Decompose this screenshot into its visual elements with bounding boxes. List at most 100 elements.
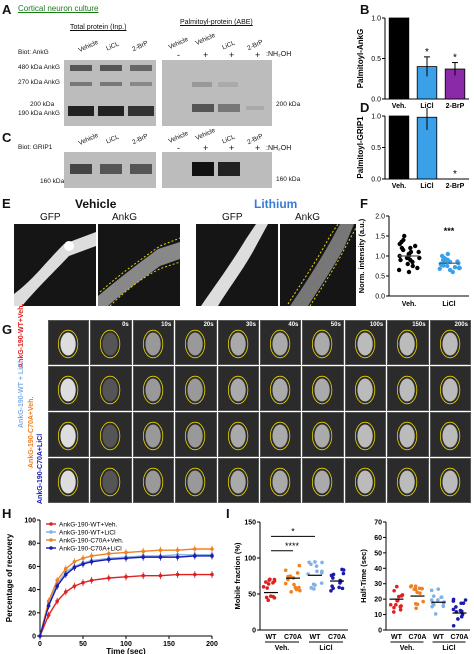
lane-label: Vehicle — [77, 38, 100, 55]
y-tick-label: 100 — [24, 518, 36, 525]
y-tick-label: 60 — [374, 535, 382, 542]
category-label: Veh. — [392, 103, 406, 110]
data-point — [408, 245, 413, 251]
data-point — [409, 584, 414, 588]
frap-frame: 150s — [387, 320, 429, 365]
data-point — [412, 243, 418, 249]
frap-image-grid: 0s 10s 20s 30s 40s 50s 100s 150s 200s — [48, 320, 472, 504]
data-point — [193, 554, 197, 558]
frap-frame — [48, 458, 90, 503]
legend-label: AnkG-190-WT+LiCl — [59, 530, 116, 537]
data-point — [311, 582, 316, 587]
timestamp-label: 200s — [454, 322, 468, 328]
data-point — [406, 251, 411, 257]
data-point — [175, 572, 180, 577]
frap-frame — [217, 458, 259, 503]
data-point — [124, 556, 128, 561]
data-point — [399, 594, 404, 598]
data-point — [107, 576, 111, 580]
sign: + — [255, 143, 261, 153]
frap-frame — [344, 412, 387, 457]
data-point — [175, 555, 180, 559]
data-point — [410, 263, 415, 269]
data-point — [388, 602, 393, 607]
data-point — [392, 605, 396, 610]
y-tick-label: 100 — [244, 556, 256, 563]
category-label: WT — [266, 634, 278, 641]
nh2oh-label: :NH₂OH — [266, 51, 292, 58]
data-point — [451, 607, 456, 612]
data-point — [297, 563, 302, 568]
series-line — [39, 573, 212, 637]
data-point — [443, 257, 448, 262]
data-point — [447, 267, 453, 273]
y-tick-label: 80 — [28, 541, 36, 548]
vehicle-title: Vehicle — [75, 197, 117, 211]
mw-right-label: 200 kDa — [276, 101, 301, 108]
category-label: LiCl — [420, 183, 433, 190]
data-point — [396, 267, 402, 273]
y-tick-label: 1.0 — [371, 16, 381, 23]
category-label: 2-BrP — [446, 103, 465, 110]
frap-frame — [217, 412, 259, 457]
panel-g-letter: G — [2, 322, 13, 337]
frap-frame: 40s — [260, 320, 302, 365]
data-point — [452, 265, 458, 270]
nh2oh-label: :NH₂OH — [266, 145, 292, 152]
data-point — [55, 578, 59, 583]
lane-label: LiCL — [105, 40, 121, 53]
panel-i-letter: I — [226, 506, 230, 521]
ankg-label: AnkG — [112, 212, 138, 223]
blot-total-ankg — [64, 60, 156, 126]
blot-palmitoyl-ankg — [162, 60, 272, 126]
data-point — [141, 555, 145, 559]
data-point — [463, 598, 468, 602]
group-label: LiCl — [319, 645, 332, 652]
frap-frame — [217, 366, 259, 411]
data-point — [417, 255, 422, 261]
y-tick-label: 0.5 — [371, 145, 381, 152]
data-point — [315, 569, 319, 574]
data-point — [430, 604, 434, 609]
category-label: C70A — [328, 634, 346, 641]
data-point — [329, 588, 333, 593]
category-label: LiCl — [420, 103, 433, 110]
data-point — [402, 233, 407, 239]
data-point — [268, 577, 272, 582]
data-point — [283, 581, 288, 586]
row-label-wt-veh: AnkG-190-WT+Veh. — [18, 303, 25, 368]
y-tick-label: 40 — [28, 587, 36, 594]
panel-d-letter: D — [360, 100, 370, 115]
frap-frame — [344, 366, 387, 411]
data-point — [331, 586, 335, 591]
data-point — [293, 585, 298, 590]
data-point — [124, 575, 128, 579]
data-point — [46, 613, 51, 617]
legend-label: AnkG-190-WT+Veh. — [59, 522, 118, 529]
data-point — [454, 605, 458, 609]
data-point — [319, 581, 324, 585]
lane-label: Vehicle — [77, 131, 100, 148]
data-point — [38, 634, 42, 638]
data-point — [458, 608, 463, 613]
data-point — [64, 590, 68, 594]
data-point — [46, 604, 51, 608]
frap-frame — [260, 366, 302, 411]
series-line — [39, 548, 212, 637]
y-tick-label: 0.0 — [375, 294, 385, 301]
gfp-label: GFP — [40, 212, 61, 223]
row-label-c70a-licl: AnkG-190-C70A+LiCl — [37, 433, 44, 504]
data-point — [405, 261, 410, 267]
data-point — [414, 606, 418, 611]
sign: - — [177, 143, 180, 153]
data-point — [289, 590, 293, 594]
frap-frame — [132, 458, 175, 503]
frap-frame — [175, 412, 217, 457]
data-point — [210, 554, 214, 558]
data-point — [459, 601, 463, 606]
data-point — [398, 257, 403, 263]
y-tick-label: 0.0 — [371, 177, 381, 184]
x-tick-label: 50 — [79, 641, 87, 648]
y-tick-label: 1.0 — [371, 114, 381, 121]
mw-label: 480 kDa AnkG — [18, 64, 60, 71]
